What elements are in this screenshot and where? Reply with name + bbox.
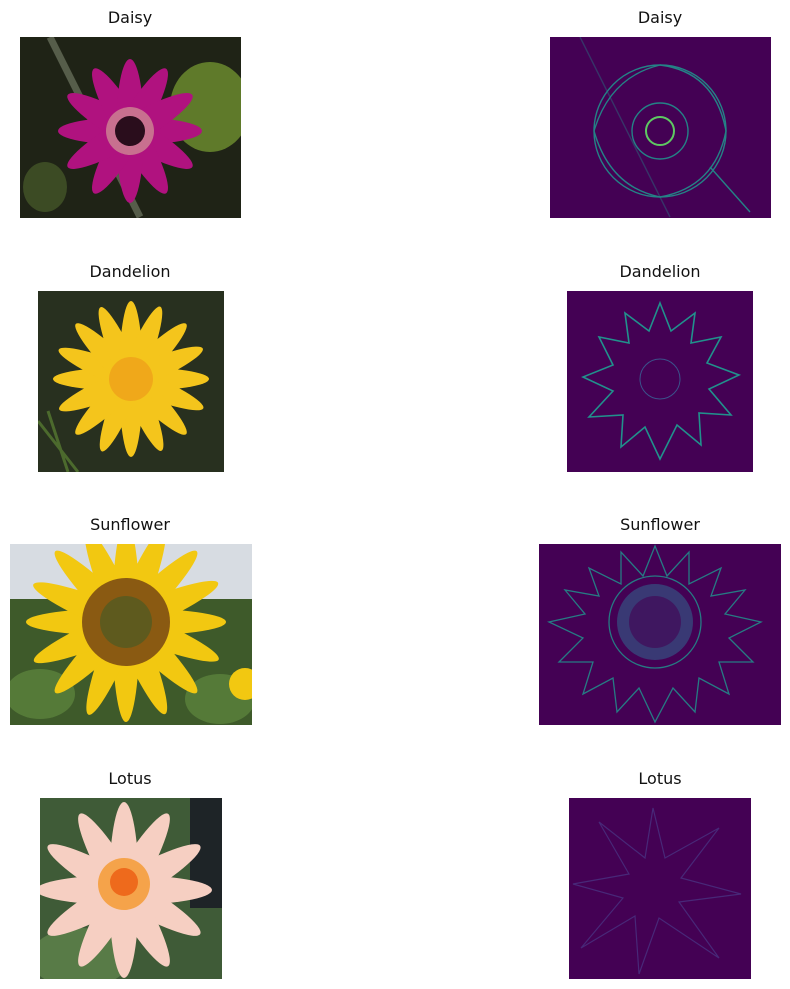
lotus-photo [40, 798, 222, 979]
sunflower-photo [10, 544, 252, 725]
sunflower-title-left: Sunflower [90, 515, 170, 534]
dandelion-title-right: Dandelion [619, 262, 701, 281]
lotus-title-right: Lotus [638, 769, 682, 788]
lotus-title-left: Lotus [108, 769, 152, 788]
sunflower-title-right: Sunflower [620, 515, 700, 534]
daisy-photo [20, 37, 241, 218]
dandelion-title-left: Dandelion [89, 262, 171, 281]
sunflower-heatmap [539, 544, 781, 725]
daisy-heatmap [550, 37, 771, 218]
dandelion-heatmap [567, 291, 753, 472]
dandelion-photo [38, 291, 224, 472]
lotus-heatmap [569, 798, 751, 979]
daisy-title-right: Daisy [637, 8, 683, 27]
daisy-title-left: Daisy [107, 8, 153, 27]
